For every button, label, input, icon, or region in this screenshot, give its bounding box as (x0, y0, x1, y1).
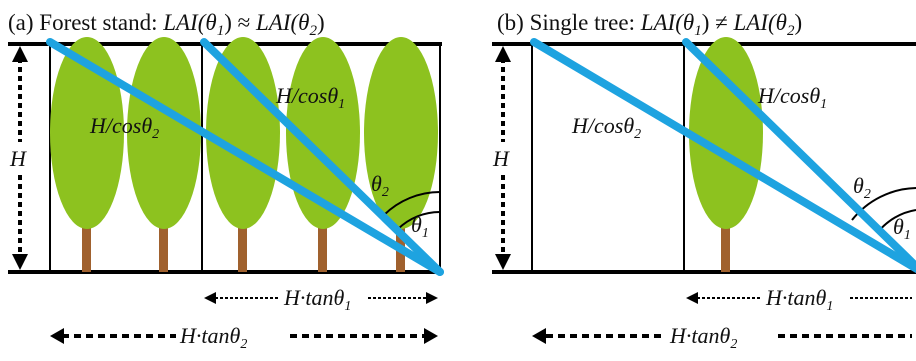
dimension-arrow-theta2 (50, 328, 438, 344)
angle-label-theta1: θ1 (411, 212, 429, 241)
angle-label-theta2: θ2 (853, 173, 871, 202)
tree-trunk (238, 196, 247, 272)
arrow-up-icon (495, 46, 511, 62)
dimension-arrow-theta1 (204, 292, 438, 304)
tree-crown (364, 37, 438, 229)
height-label: H (492, 146, 510, 171)
dimension-label-theta2: H·tanθ2 (179, 323, 247, 352)
dimension-label-theta2: H·tanθ2 (669, 323, 737, 352)
arrow-right-icon (426, 292, 438, 304)
dimension-label-theta1: H·tanθ1 (765, 285, 833, 314)
dimension-arrow-theta1 (686, 292, 912, 304)
tree-trunk (721, 196, 730, 272)
height-label-bg (489, 142, 517, 172)
angle-arc-theta1 (397, 210, 441, 230)
tree-trunk (82, 196, 91, 272)
tree-a2 (127, 37, 201, 272)
arrow-down-icon (12, 254, 28, 270)
arrow-up-icon (12, 46, 28, 62)
panel-a-title: (a) Forest stand: LAI(θ1) ≈ LAI(θ2) (8, 10, 325, 39)
arrow-left-icon (686, 292, 698, 304)
tree-trunk (318, 196, 327, 272)
ray-path-theta2 (530, 38, 916, 274)
tree-crown (127, 37, 201, 229)
arrow-left-icon (532, 328, 546, 344)
angle-label-theta1: θ1 (893, 214, 911, 243)
ray-path-theta1 (200, 38, 444, 276)
arrow-right-icon (424, 328, 438, 344)
single-tree (689, 37, 763, 272)
path-label-theta1: H/cosθ1 (275, 83, 345, 112)
tree-a1 (50, 37, 124, 272)
path-label-theta2: H/cosθ2 (571, 113, 641, 142)
tree-trunk (159, 196, 168, 272)
ray-path-theta1 (682, 38, 916, 272)
panel-a: (a) Forest stand: LAI(θ1) ≈ LAI(θ2) (6, 10, 444, 352)
dimension-arrow-theta2 (532, 328, 912, 344)
tree-crown (50, 37, 124, 229)
panel-b-title: (b) Single tree: LAI(θ1) ≠ LAI(θ2) (497, 10, 802, 39)
height-label: H (9, 146, 27, 171)
angle-arc-theta2 (383, 191, 441, 216)
panel-b: (b) Single tree: LAI(θ1) ≠ LAI(θ2) H H/c… (489, 10, 916, 352)
angle-arc-theta2 (851, 187, 916, 221)
angle-label-theta2: θ2 (371, 171, 389, 200)
arrow-down-icon (495, 254, 511, 270)
height-label-bg (6, 142, 34, 172)
arrow-left-icon (50, 328, 64, 344)
ray-path-theta2 (46, 38, 444, 276)
path-label-theta1: H/cosθ1 (757, 83, 827, 112)
tree-a3 (206, 37, 280, 272)
arrow-left-icon (204, 292, 216, 304)
tree-crown (689, 37, 763, 229)
dimension-label-theta1: H·tanθ1 (283, 285, 351, 314)
tree-crown (206, 37, 280, 229)
path-label-theta2: H/cosθ2 (89, 113, 159, 142)
